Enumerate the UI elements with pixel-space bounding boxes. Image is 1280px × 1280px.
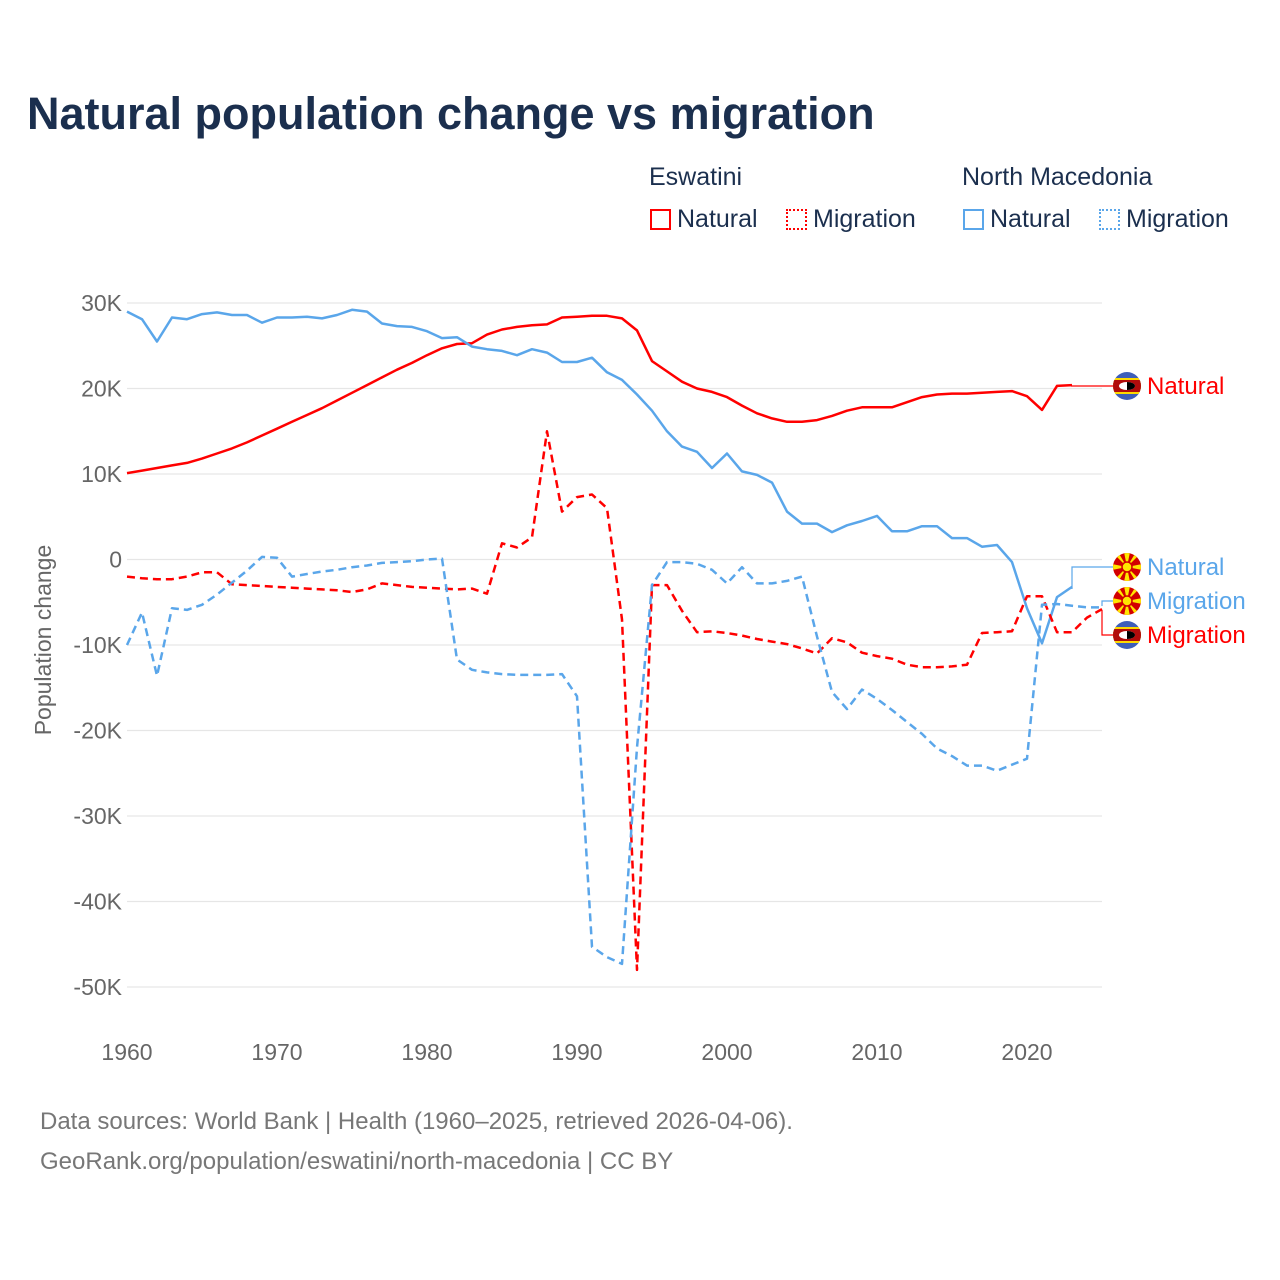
y-tick-label: -50K [73, 974, 122, 1000]
connector-nm-natural [1071, 566, 1113, 589]
x-tick-label: 1970 [251, 1039, 302, 1065]
legend-swatch-dotted-red [786, 209, 807, 230]
eswatini-flag-icon [1113, 372, 1141, 400]
y-tick-label: -10K [73, 632, 122, 658]
legend-swatch-dotted-blue [1099, 209, 1120, 230]
legend-group-eswatini: Eswatini [649, 163, 743, 191]
legend-label: Migration [813, 205, 916, 233]
y-axis-label: Population change [30, 545, 56, 736]
legend-item-nm-natural[interactable]: Natural [963, 205, 1071, 234]
footer-source: Data sources: World Bank | Health (1960–… [40, 1108, 793, 1135]
north-macedonia-flag-icon [1113, 587, 1141, 615]
y-tick-label: -30K [73, 803, 122, 829]
y-tick-label: 10K [81, 461, 123, 487]
x-tick-label: 2000 [701, 1039, 752, 1065]
legend-swatch-solid-blue [963, 209, 984, 230]
footer-link[interactable]: GeoRank.org/population/eswatini/north-ma… [40, 1148, 674, 1175]
series-line-eswatini-natural [126, 314, 1073, 475]
x-tick-label: 2020 [1001, 1039, 1052, 1065]
legend-item-nm-migration[interactable]: Migration [1099, 205, 1229, 234]
y-tick-label: -20K [73, 718, 122, 744]
y-tick-label: 20K [81, 376, 123, 402]
end-label-eswatini-migration: Migration [1147, 622, 1246, 649]
x-tick-label: 1980 [401, 1039, 452, 1065]
connector-nm-migration [1101, 600, 1113, 606]
north-macedonia-flag-icon [1113, 553, 1141, 581]
x-tick-label: 1990 [551, 1039, 602, 1065]
x-tick-label: 2010 [851, 1039, 902, 1065]
eswatini-flag-icon [1113, 621, 1141, 649]
series-line-north-macedonia-migration [125, 555, 1102, 966]
x-tick-label: 1960 [101, 1039, 152, 1065]
legend-label: Migration [1126, 205, 1229, 233]
y-tick-label: 30K [81, 290, 123, 316]
end-label-nm-migration: Migration [1147, 588, 1246, 615]
legend-item-eswatini-migration[interactable]: Migration [786, 205, 916, 234]
series-line-eswatini-migration [126, 430, 1103, 972]
y-tick-label: -40K [73, 889, 122, 915]
end-label-nm-natural: Natural [1147, 554, 1224, 581]
legend-swatch-solid-red [650, 209, 671, 230]
series-line-north-macedonia-natural [126, 308, 1073, 645]
legend-group-north-macedonia: North Macedonia [962, 163, 1153, 191]
legend-label: Natural [677, 205, 758, 233]
y-tick-label: 0 [109, 547, 122, 573]
legend-label: Natural [990, 205, 1071, 233]
chart-title: Natural population change vs migration [27, 88, 875, 139]
end-label-eswatini-natural: Natural [1147, 373, 1224, 400]
connector-eswatini-migration [1101, 610, 1113, 636]
legend-item-eswatini-natural[interactable]: Natural [650, 205, 758, 234]
